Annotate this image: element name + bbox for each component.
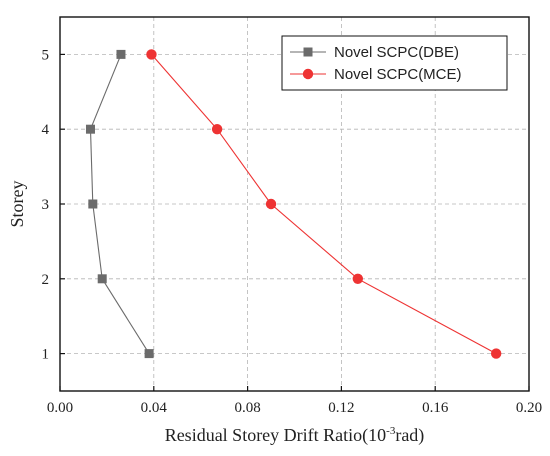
x-tick-label: 0.00 <box>47 400 73 416</box>
series-1-point-marker <box>144 349 154 359</box>
series-1-point-marker <box>97 274 107 284</box>
series-1 <box>85 49 154 359</box>
ticks: 0.00 0.04 0.08 0.12 0.16 0.20 1 2 3 4 5 <box>42 47 543 416</box>
y-tick-label: 4 <box>42 122 50 138</box>
legend: Novel SCPC(DBE) Novel SCPC(MCE) <box>281 35 508 91</box>
series-1-point-marker <box>85 124 95 134</box>
series-1-point-marker <box>88 199 98 209</box>
x-axis-title-main: Residual Storey Drift Ratio(10 <box>165 425 386 446</box>
x-tick-label: 0.12 <box>328 400 354 416</box>
x-tick-label: 0.20 <box>516 400 542 416</box>
series-2-point-marker <box>211 124 223 135</box>
legend-box <box>281 35 508 91</box>
series-layer <box>85 49 502 359</box>
y-tick-label: 5 <box>42 47 50 63</box>
y-axis-title: Storey <box>7 181 27 228</box>
x-axis-title-sup: -3 <box>386 425 396 437</box>
x-tick-label: 0.16 <box>422 400 449 416</box>
legend-marker <box>302 68 314 80</box>
x-axis-title-unit: rad) <box>395 425 424 446</box>
x-tick-label: 0.08 <box>234 400 260 416</box>
series-2-point-marker <box>146 49 157 60</box>
series-1-point-marker <box>116 49 126 59</box>
legend-marker <box>303 47 313 57</box>
legend-label: Novel SCPC(DBE) <box>334 44 459 61</box>
y-tick-label: 3 <box>42 197 50 213</box>
legend-label: Novel SCPC(MCE) <box>334 66 462 83</box>
series-2-point-marker <box>490 348 502 359</box>
series-2 <box>146 49 502 359</box>
y-tick-label: 1 <box>42 347 50 363</box>
x-tick-label: 0.04 <box>141 400 168 416</box>
series-2-point-marker <box>352 273 364 284</box>
series-2-point-marker <box>265 198 277 210</box>
x-axis-title: Residual Storey Drift Ratio(10-3rad) <box>165 425 425 446</box>
y-tick-label: 2 <box>42 272 50 288</box>
